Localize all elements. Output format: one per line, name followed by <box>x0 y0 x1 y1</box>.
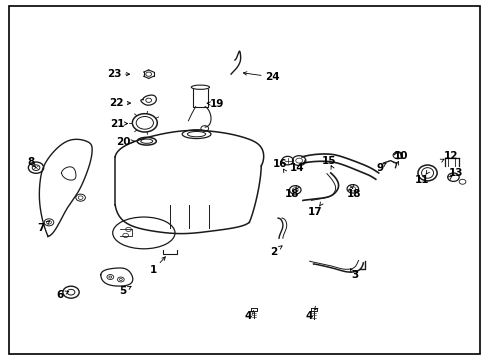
Text: 23: 23 <box>107 69 121 79</box>
Text: 17: 17 <box>307 207 322 217</box>
Text: 11: 11 <box>414 175 428 185</box>
Text: 8: 8 <box>27 157 35 167</box>
Text: 5: 5 <box>120 286 126 296</box>
Text: 12: 12 <box>443 151 457 161</box>
Text: 18: 18 <box>285 189 299 199</box>
Text: 22: 22 <box>109 98 123 108</box>
Text: 21: 21 <box>110 118 124 129</box>
Text: 10: 10 <box>393 151 407 161</box>
Text: 9: 9 <box>375 163 383 173</box>
Text: 6: 6 <box>56 290 63 300</box>
Text: 2: 2 <box>269 247 276 257</box>
Text: 20: 20 <box>116 137 131 147</box>
Text: 16: 16 <box>272 159 286 169</box>
Text: 4: 4 <box>244 311 251 321</box>
Text: 7: 7 <box>37 222 44 233</box>
Text: 14: 14 <box>289 163 304 173</box>
Text: 19: 19 <box>209 99 224 109</box>
Text: 18: 18 <box>346 189 360 199</box>
Text: 1: 1 <box>149 265 157 275</box>
Text: 4: 4 <box>305 311 313 321</box>
Text: 24: 24 <box>264 72 279 82</box>
Text: 13: 13 <box>448 168 463 178</box>
Text: 3: 3 <box>350 270 358 280</box>
Text: 15: 15 <box>321 156 335 166</box>
